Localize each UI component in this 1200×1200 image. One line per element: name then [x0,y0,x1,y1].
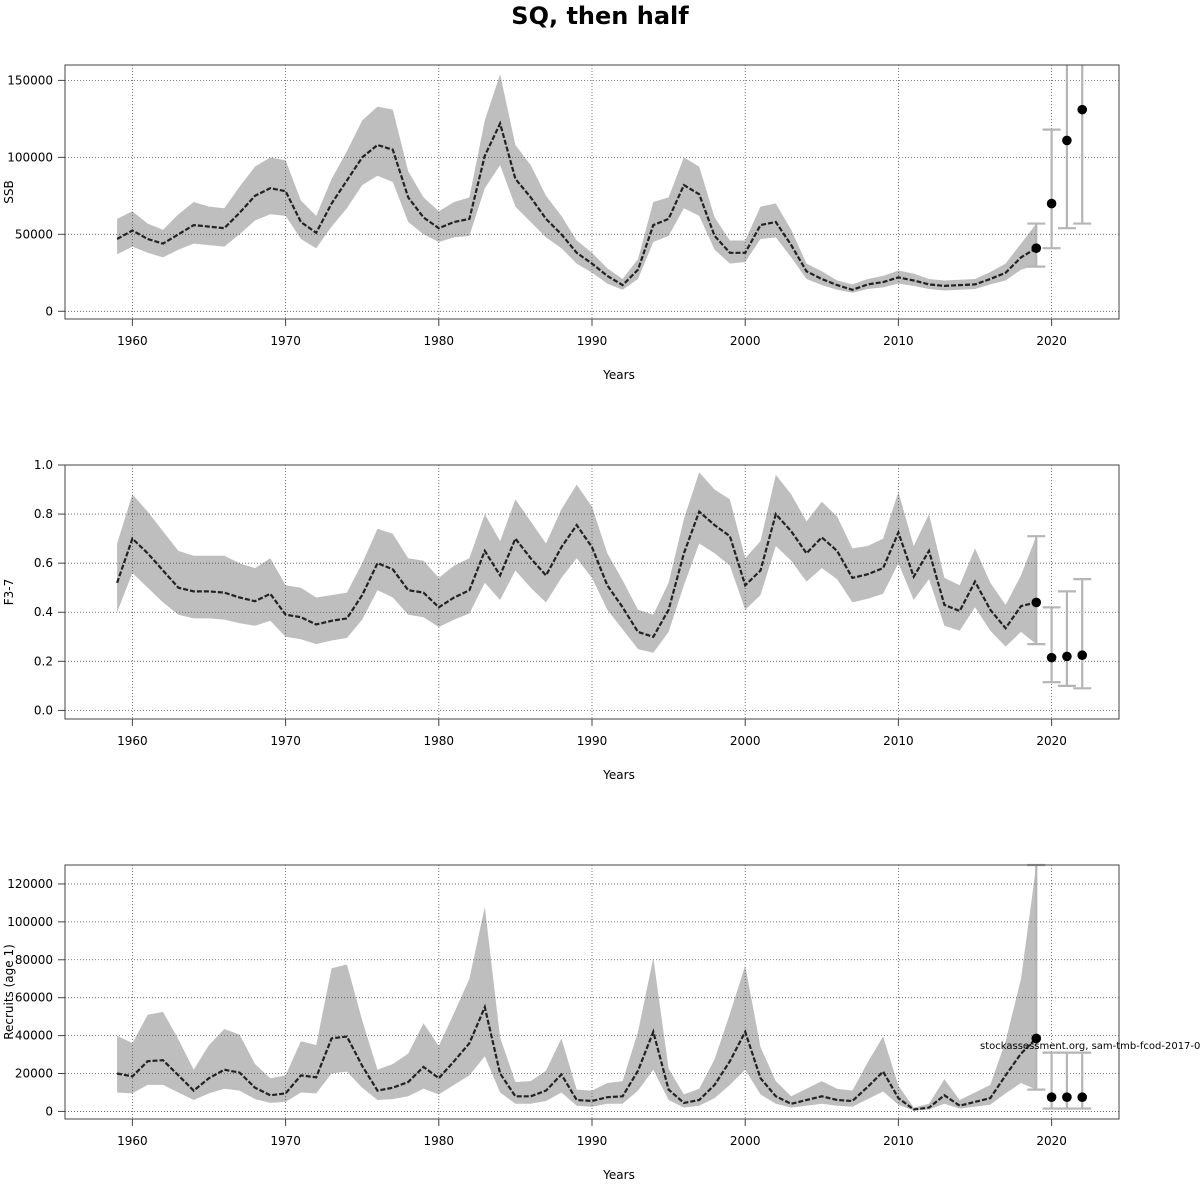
x-tick-label: 1990 [577,334,608,348]
x-tick-label: 1960 [117,734,148,748]
confidence-band [117,472,1037,653]
forecast-point [1062,1092,1072,1103]
credit-label: stockassessment.org, sam-tmb-fcod-2017-0 [980,1041,1200,1052]
panel-3: 1960 1970 1980 1990 2000 2010 2020 0 20000 40000 6… [2,863,1120,1182]
y-tick-label: 100000 [7,150,53,164]
x-tick-label: 1990 [577,734,608,748]
x-tick-label: 1990 [577,1134,608,1148]
y-tick-label: 40000 [15,1029,53,1043]
x-tick-label: 1980 [424,334,455,348]
y-tick-label: 0 [45,304,53,318]
y-tick-label: 100000 [7,915,53,929]
x-tick-label: 1980 [424,1134,455,1148]
panel-1: 1960 1970 1980 1990 2000 2010 2020 0 50000 100000… [2,64,1120,382]
x-tick-label: 2020 [1036,734,1067,748]
x-tick-label: 1960 [117,334,148,348]
x-tick-label: 2010 [883,334,914,348]
x-tick-label: 2000 [730,1134,761,1148]
forecast-point [1031,597,1042,608]
y-tick-label: 0.2 [34,654,53,668]
confidence-band [117,74,1037,293]
x-tick-label: 2010 [883,1134,914,1148]
y-axis-label: F3-7 [2,579,16,606]
forecast-point [1046,1092,1057,1103]
x-axis-label: Years [602,1168,635,1182]
x-axis-label: Years [602,768,635,782]
panel-2: 1960 1970 1980 1990 2000 2010 2020 0.0 0.2 0.4 0.6… [2,458,1120,782]
x-tick-label: 1970 [270,734,301,748]
x-tick-label: 1970 [270,1134,301,1148]
chart-title: SQ, then half [511,2,689,30]
x-tick-label: 2010 [883,734,914,748]
y-tick-label: 50000 [15,227,53,241]
confidence-band [117,865,1037,1111]
x-tick-label: 1960 [117,1134,148,1148]
x-tick-label: 1980 [424,734,455,748]
y-tick-label: 0.6 [34,556,53,570]
forecast-point [1062,135,1072,146]
y-tick-label: 0.8 [34,507,53,521]
x-tick-label: 2000 [730,734,761,748]
y-tick-label: 150000 [7,73,53,87]
series-line [116,120,1037,291]
y-axis-label: SSB [2,180,16,203]
x-tick-label: 2020 [1036,334,1067,348]
y-tick-label: 60000 [15,991,53,1005]
y-tick-label: 1.0 [34,458,53,472]
x-tick-label: 2020 [1036,1134,1067,1148]
y-tick-label: 80000 [15,953,53,967]
forecast-point [1031,243,1042,253]
forecast-point [1031,1033,1042,1044]
y-tick-label: 120000 [7,877,53,891]
y-tick-label: 0 [45,1104,53,1118]
forecast-point [1046,198,1057,209]
forecast-point [1046,652,1057,663]
series-line [116,509,1037,639]
y-tick-label: 0.0 [34,703,53,717]
y-tick-label: 20000 [15,1067,53,1081]
forecast-point [1077,104,1088,115]
y-axis-label: Recruits (age 1) [2,944,16,1040]
y-tick-label: 0.4 [34,605,53,619]
x-tick-label: 1970 [270,334,301,348]
forecast-point [1062,651,1072,662]
forecast-point [1077,650,1088,660]
forecast-point [1077,1092,1088,1103]
x-axis-label: Years [602,368,635,382]
x-tick-label: 2000 [730,334,761,348]
